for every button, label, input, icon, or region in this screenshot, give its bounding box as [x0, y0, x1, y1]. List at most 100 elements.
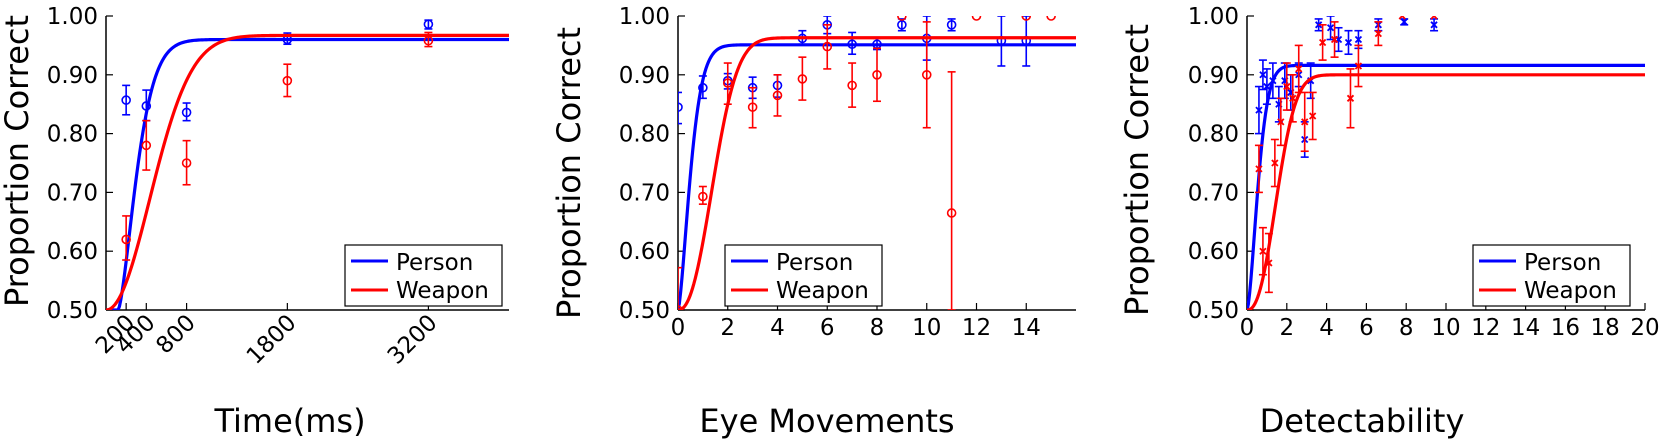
- data-point-weapon: [1276, 97, 1285, 147]
- x-tick-label: 4: [770, 315, 785, 341]
- data-point-person: [181, 102, 192, 122]
- data-point-person: [1021, 16, 1032, 67]
- x-tick-label: 4: [1319, 315, 1334, 341]
- data-point-weapon: [1282, 62, 1291, 111]
- data-point-person: [1268, 62, 1277, 100]
- data-point-weapon: [698, 185, 708, 205]
- legend-label-person: Person: [1524, 250, 1601, 276]
- fit-line-weapon: [678, 36, 1076, 310]
- data-point-weapon: [423, 31, 434, 48]
- data-point-weapon: [971, 16, 982, 21]
- data-point-person: [423, 19, 434, 30]
- data-point-person: [121, 84, 131, 116]
- y-tick-label: 1.00: [47, 4, 98, 30]
- data-point-person: [1400, 18, 1409, 26]
- fit-line-person: [106, 37, 509, 310]
- x-tick-label: 6: [1359, 315, 1374, 341]
- data-point-weapon: [921, 21, 932, 129]
- legend: Person Weapon: [344, 244, 503, 307]
- data-point-person: [847, 31, 857, 56]
- data-point-weapon: [847, 62, 857, 108]
- chart-time: Time(ms) Proportion Correct 0.50 0.60 0.70…: [0, 4, 509, 440]
- y-tick-label: 0.50: [1188, 298, 1239, 324]
- x-tick-label: 10: [1431, 315, 1460, 341]
- data-point-weapon: [897, 16, 907, 21]
- fit-line-person: [1247, 63, 1645, 310]
- data-point-weapon: [1294, 44, 1303, 94]
- legend: Person Weapon: [724, 244, 883, 307]
- y-tick-label: 0.90: [619, 63, 670, 89]
- x-tick-label: 0: [671, 315, 686, 341]
- data-point-weapon: [722, 62, 733, 105]
- data-point-weapon: [1346, 68, 1355, 129]
- y-tick-label: 0.60: [47, 239, 98, 265]
- data-point-weapon: [181, 139, 192, 186]
- x-tick-label: 18: [1591, 315, 1620, 341]
- x-tick-label: 2: [1279, 315, 1294, 341]
- data-point-weapon: [1318, 24, 1327, 61]
- y-tick-label: 0.70: [619, 180, 670, 206]
- chart-plot-area: 0.50 0.60 0.70 0.80 0.90 1.00 0 2 4 6 8 10 12 14: [619, 4, 1076, 341]
- data-point-weapon: [1430, 16, 1438, 20]
- data-point-weapon: [797, 56, 808, 101]
- data-point-person: [1274, 85, 1283, 123]
- y-tick-label: 0.80: [619, 122, 670, 148]
- x-tick-label: 3200: [383, 310, 443, 370]
- y-tick-label: 1.00: [1188, 4, 1239, 30]
- data-point-weapon: [1300, 91, 1309, 153]
- data-point-weapon: [822, 24, 833, 70]
- legend-label-person: Person: [396, 250, 473, 276]
- y-tick-label: 0.50: [47, 298, 98, 324]
- x-tick-label: 16: [1551, 315, 1580, 341]
- data-point-person: [1254, 85, 1263, 135]
- y-tick-label: 0.50: [619, 298, 670, 324]
- y-tick-label: 0.80: [47, 122, 98, 148]
- x-tick-label: 0: [1240, 315, 1255, 341]
- data-point-person: [996, 16, 1007, 67]
- x-axis-title: Eye Movements: [699, 402, 954, 440]
- y-tick-label: 0.70: [47, 180, 98, 206]
- fit-line-weapon: [106, 33, 509, 310]
- y-axis-title: Proportion Correct: [1118, 24, 1156, 316]
- data-point-weapon: [678, 266, 683, 310]
- x-tick-label: 6: [820, 315, 835, 341]
- x-tick-label: 20: [1630, 315, 1659, 341]
- fit-line-weapon: [1247, 73, 1645, 310]
- data-point-person: [678, 91, 683, 125]
- x-tick-label: 12: [1471, 315, 1500, 341]
- y-tick-label: 1.00: [619, 4, 670, 30]
- data-point-person: [1258, 59, 1267, 91]
- x-tick-label: 14: [1012, 315, 1041, 341]
- chart-eye-movements: Eye Movements Proportion Correct 0.50 0.6…: [550, 4, 1076, 440]
- data-point-weapon: [1354, 44, 1363, 88]
- legend-frame: [344, 244, 503, 307]
- data-point-person: [1326, 16, 1335, 41]
- y-tick-label: 0.90: [47, 63, 98, 89]
- data-point-weapon: [141, 119, 152, 171]
- y-tick-label: 0.70: [1188, 180, 1239, 206]
- data-point-weapon: [1270, 138, 1279, 188]
- x-axis-title: Time(ms): [213, 402, 365, 440]
- data-point-weapon: [1021, 16, 1032, 21]
- data-point-weapon: [121, 215, 131, 261]
- y-tick-label: 0.80: [1188, 122, 1239, 148]
- x-tick-label: 12: [962, 315, 991, 341]
- y-axis-title: Proportion Correct: [0, 15, 36, 307]
- x-tick-label: 14: [1511, 315, 1540, 341]
- data-point-weapon: [1330, 21, 1339, 58]
- data-point-weapon: [1288, 74, 1297, 123]
- data-point-person: [946, 18, 957, 32]
- legend-label-weapon: Weapon: [776, 278, 869, 304]
- data-point-person: [1430, 18, 1439, 32]
- x-tick-label: 2: [720, 315, 735, 341]
- data-point-weapon: [1308, 91, 1317, 141]
- data-point-weapon: [872, 47, 882, 103]
- data-point-weapon: [946, 71, 957, 310]
- data-point-weapon: [1258, 226, 1267, 276]
- data-point-weapon: [1254, 144, 1263, 194]
- data-point-weapon: [772, 74, 783, 117]
- x-tick-label: 8: [870, 315, 885, 341]
- y-axis-title: Proportion Correct: [550, 27, 588, 319]
- x-tick-label: 1800: [242, 310, 302, 370]
